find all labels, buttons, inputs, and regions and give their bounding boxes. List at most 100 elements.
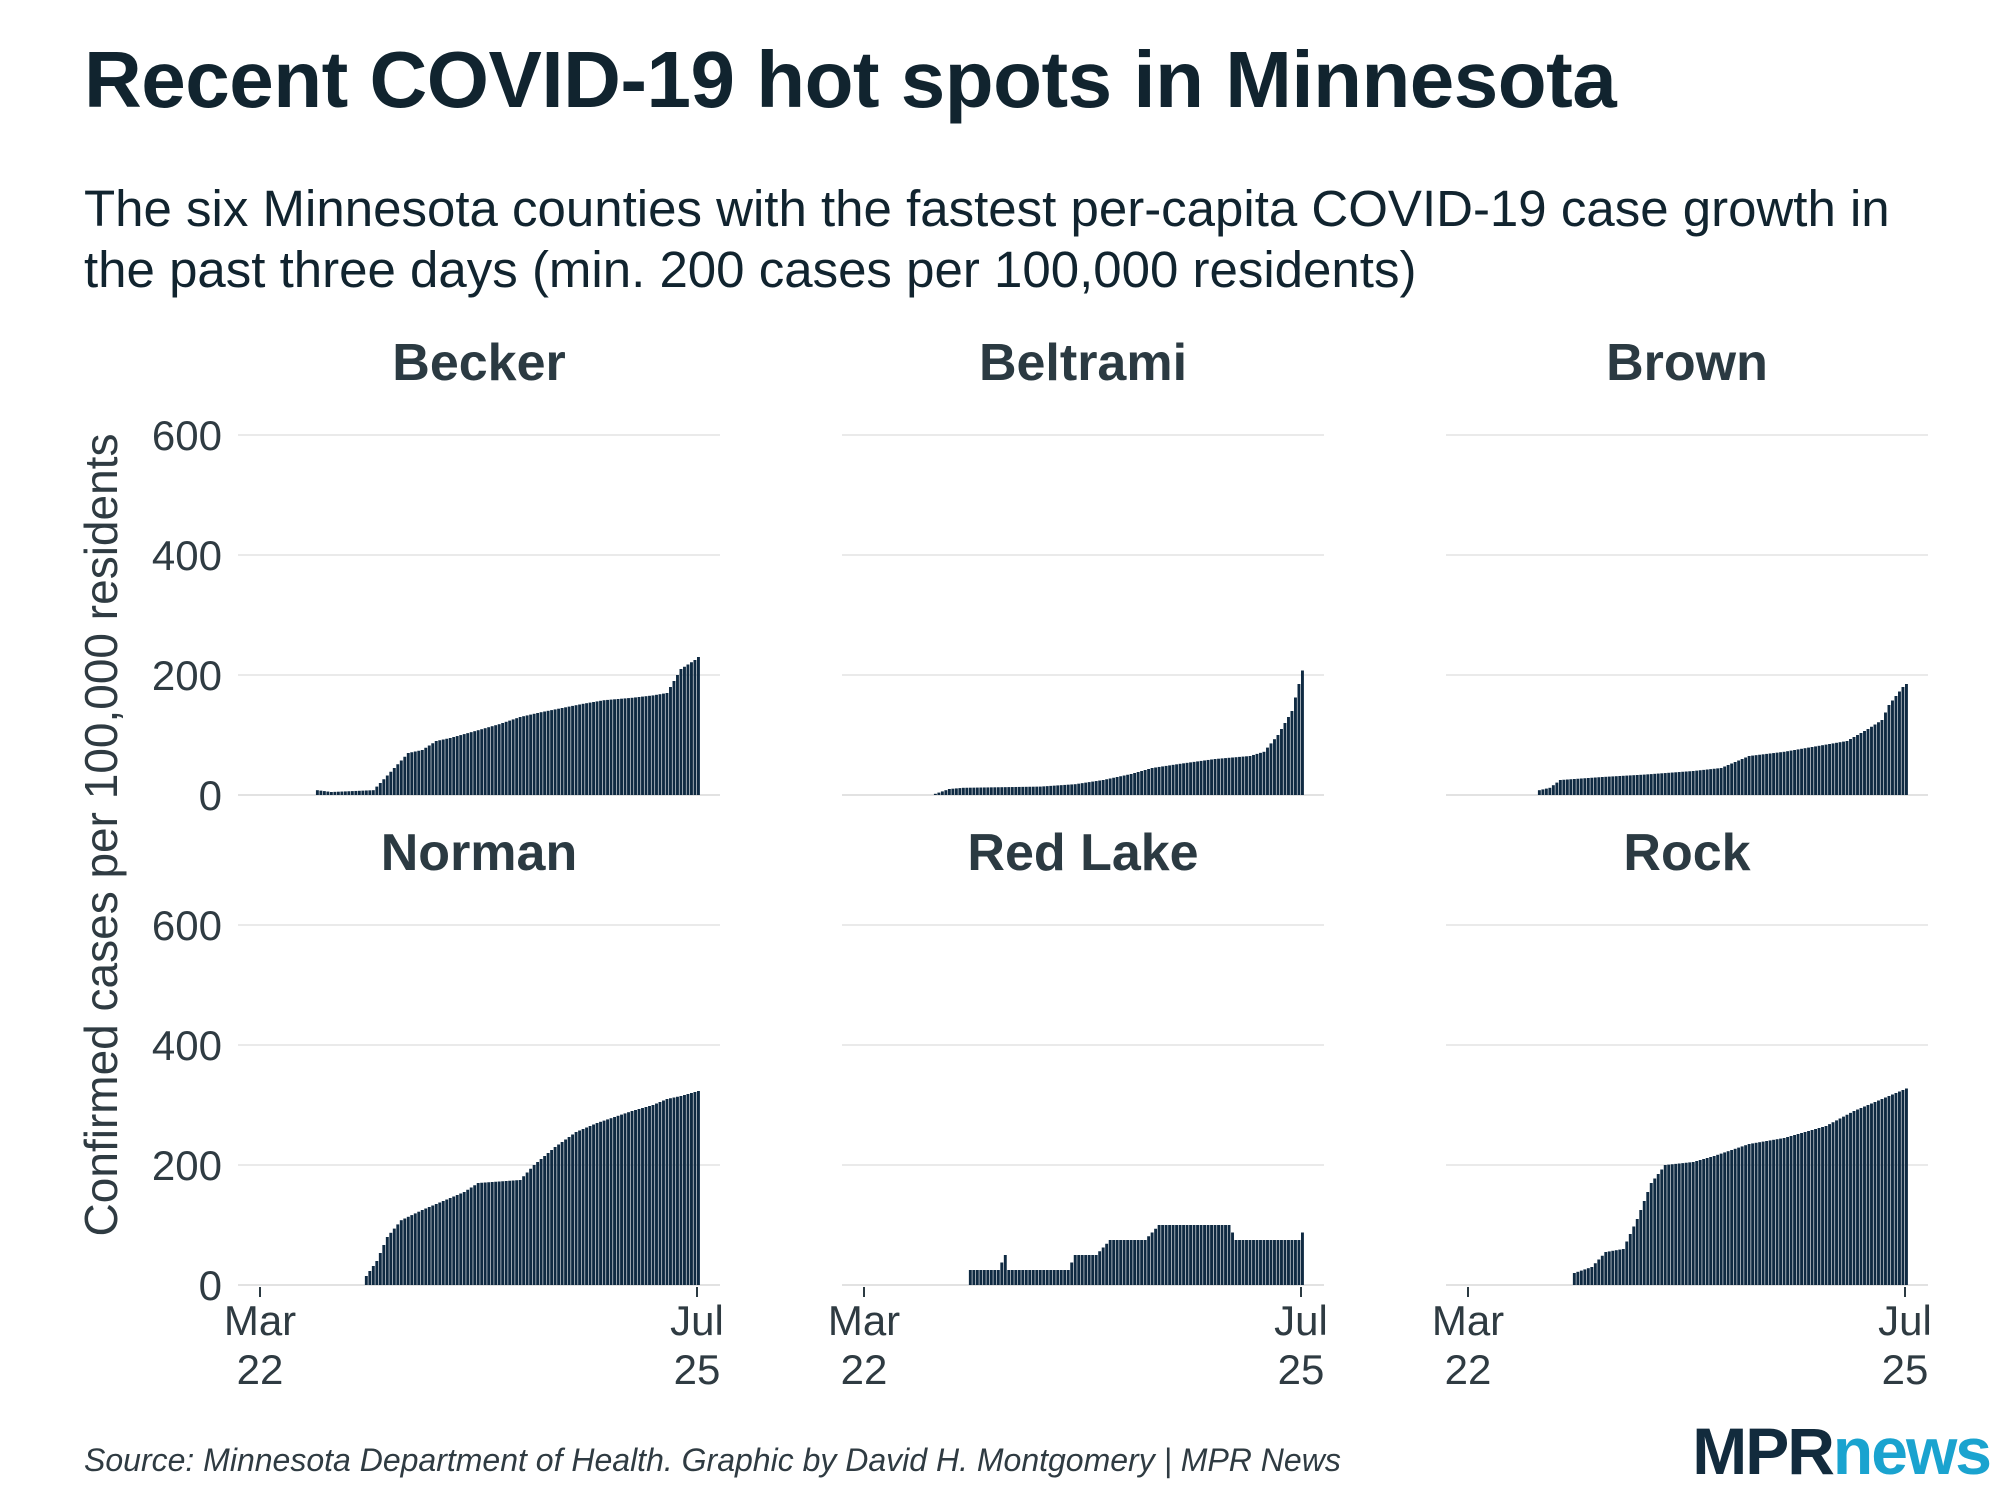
bar (958, 788, 962, 795)
bar (616, 699, 620, 795)
bar (427, 745, 431, 795)
bar (581, 1129, 585, 1285)
bar (364, 1276, 368, 1285)
bar (455, 736, 459, 795)
bar (567, 1137, 571, 1285)
bar (975, 787, 979, 795)
bar (529, 1168, 533, 1285)
bar (1544, 788, 1548, 795)
bar (529, 714, 533, 795)
bar (522, 716, 526, 795)
bar (996, 787, 1000, 795)
bar (1136, 772, 1140, 795)
bar (1754, 1142, 1758, 1285)
bar (546, 1153, 550, 1285)
bar (501, 1181, 505, 1285)
bar (1674, 1163, 1678, 1286)
bar (1590, 777, 1594, 795)
bar (1789, 1136, 1793, 1285)
bar (371, 1266, 375, 1285)
bar (326, 791, 330, 795)
bar (536, 713, 540, 795)
bar (1828, 744, 1831, 795)
bar (1283, 1240, 1287, 1285)
bar (1611, 1250, 1615, 1285)
bar (1070, 1262, 1074, 1285)
bar (1789, 750, 1793, 795)
bar (1705, 1158, 1709, 1285)
bar (993, 1270, 997, 1285)
bar (658, 1102, 662, 1285)
bar (1241, 756, 1245, 795)
bar (1108, 778, 1112, 795)
bar (672, 1097, 676, 1285)
bar (378, 783, 382, 795)
bar (1618, 1249, 1622, 1285)
bar (1639, 1210, 1643, 1285)
bar (564, 707, 568, 795)
bar (550, 710, 554, 795)
bar (1775, 752, 1779, 795)
bar (1793, 750, 1797, 795)
bar (1294, 697, 1297, 795)
bar (1084, 782, 1088, 796)
bar (1171, 1225, 1175, 1285)
bar (1702, 769, 1706, 796)
bar (508, 720, 512, 795)
bar (1768, 753, 1772, 795)
bar (1115, 777, 1119, 795)
x-tick-label-day: 25 (1882, 1346, 1929, 1393)
chart-title: Recent COVID-19 hot spots in Minnesota (84, 35, 1617, 124)
bar (1828, 1124, 1831, 1286)
bar (1681, 771, 1685, 795)
bar (1775, 1139, 1779, 1285)
bar (1635, 1219, 1639, 1285)
bar (1185, 1225, 1189, 1285)
bar (469, 1187, 473, 1285)
bar (627, 1112, 630, 1285)
bar (679, 669, 683, 795)
bar (1245, 1240, 1248, 1285)
bar (361, 790, 365, 795)
bar (1856, 735, 1859, 795)
bar (515, 1180, 519, 1285)
bar (462, 734, 466, 795)
bar (1649, 774, 1653, 795)
bar (1572, 779, 1576, 795)
bar (1290, 1240, 1294, 1285)
bar (1880, 720, 1884, 795)
bar (1287, 1240, 1290, 1285)
bar (1814, 1129, 1817, 1285)
bar (1241, 1240, 1245, 1285)
bar (1007, 787, 1011, 795)
bar (483, 728, 487, 795)
bar (1143, 1240, 1147, 1285)
bar (1049, 785, 1053, 795)
bar (389, 771, 393, 795)
bar (1814, 746, 1817, 795)
bar (574, 705, 578, 795)
bar (1600, 1255, 1604, 1285)
bar (1621, 775, 1625, 795)
bar (1660, 773, 1664, 795)
bar (406, 1216, 410, 1285)
bar (1894, 1093, 1898, 1285)
bar (1646, 774, 1650, 795)
bar (1080, 1255, 1084, 1285)
bar (1028, 786, 1032, 795)
bar (385, 775, 389, 795)
bar (1800, 1133, 1804, 1285)
bar (1593, 777, 1597, 795)
x-tick-label-month: Jul (1274, 1297, 1328, 1344)
bar (375, 786, 379, 795)
bar (1754, 755, 1758, 795)
bar (1112, 777, 1116, 795)
bar (511, 719, 515, 795)
bar (487, 1182, 491, 1285)
bar (319, 790, 323, 795)
bar (1758, 754, 1762, 795)
bar (1551, 785, 1555, 795)
bar (1709, 769, 1713, 795)
bar (1231, 1232, 1234, 1285)
bar (1129, 1240, 1133, 1285)
